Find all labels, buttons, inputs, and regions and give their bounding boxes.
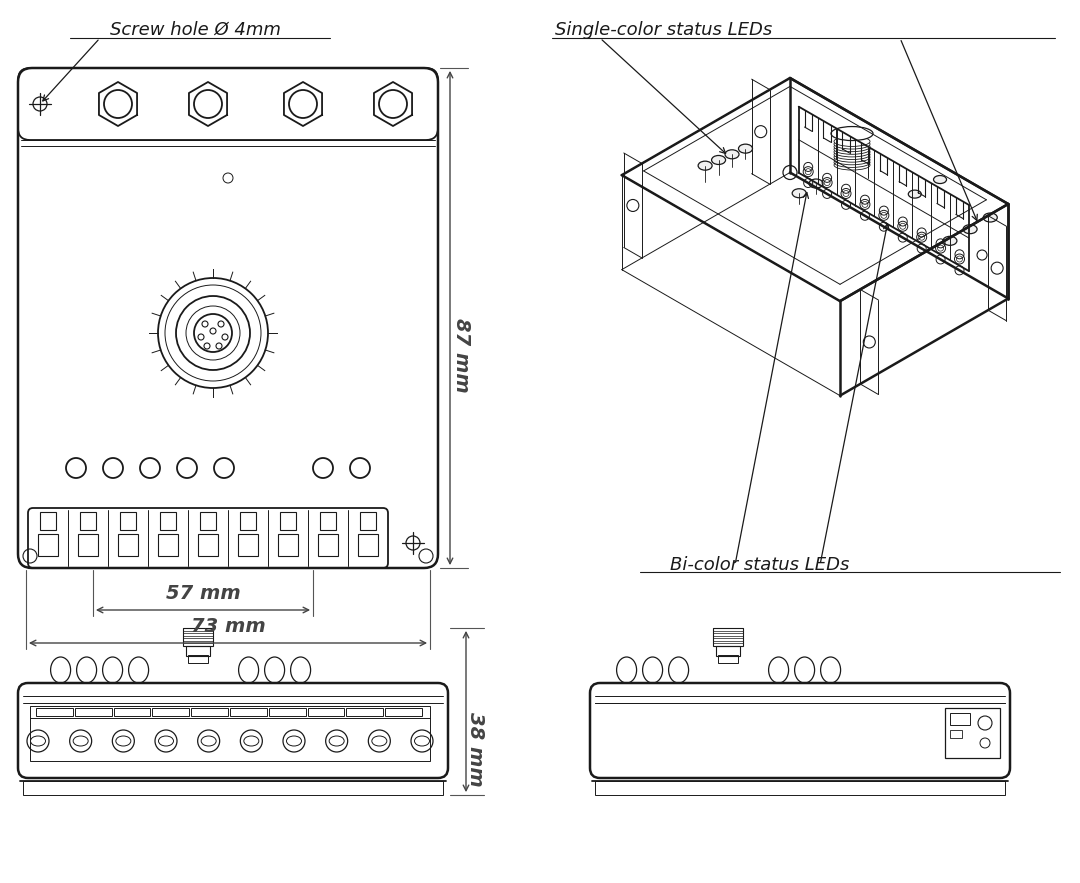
Ellipse shape (834, 136, 870, 147)
Ellipse shape (739, 144, 753, 153)
Bar (80, 512, 96, 530)
Bar (159, 534, 177, 556)
Bar (269, 708, 306, 716)
Bar (279, 534, 298, 556)
Ellipse shape (963, 224, 977, 234)
Ellipse shape (698, 162, 712, 170)
Bar (36, 708, 72, 716)
Ellipse shape (834, 144, 870, 155)
Text: Bi-color status LEDs: Bi-color status LEDs (671, 556, 850, 574)
Ellipse shape (831, 126, 873, 140)
Ellipse shape (834, 139, 870, 149)
Text: 73 mm: 73 mm (191, 617, 266, 636)
Bar (359, 534, 378, 556)
Text: Single-color status LEDs: Single-color status LEDs (555, 21, 772, 39)
Bar (950, 713, 970, 725)
Bar (39, 534, 57, 556)
Bar (713, 628, 743, 646)
Ellipse shape (908, 190, 921, 198)
Bar (241, 512, 256, 530)
Bar (716, 646, 740, 656)
Ellipse shape (943, 237, 957, 245)
Text: 38 mm: 38 mm (467, 712, 486, 786)
Bar (319, 534, 338, 556)
Bar (199, 534, 217, 556)
Bar (230, 708, 267, 716)
Ellipse shape (712, 155, 726, 164)
Bar (75, 708, 111, 716)
Bar (321, 512, 336, 530)
Ellipse shape (725, 150, 739, 159)
Bar (119, 534, 137, 556)
Bar (281, 512, 296, 530)
Bar (183, 628, 213, 646)
Ellipse shape (809, 179, 823, 188)
Bar (161, 512, 176, 530)
Bar (201, 512, 216, 530)
Bar (595, 781, 1005, 795)
Text: 57 mm: 57 mm (165, 584, 241, 603)
Ellipse shape (834, 152, 870, 162)
Bar (308, 708, 345, 716)
Ellipse shape (933, 176, 946, 184)
Bar (23, 781, 443, 795)
Ellipse shape (834, 149, 870, 160)
Bar (188, 655, 208, 663)
Text: Screw hole Ø 4mm: Screw hole Ø 4mm (109, 21, 281, 39)
Ellipse shape (983, 213, 997, 222)
Bar (945, 708, 1000, 758)
Bar (186, 646, 210, 656)
Bar (152, 708, 189, 716)
Bar (30, 706, 430, 761)
Ellipse shape (834, 141, 870, 152)
Ellipse shape (834, 155, 870, 165)
Bar (718, 655, 738, 663)
Bar (120, 512, 136, 530)
Bar (191, 708, 228, 716)
Bar (361, 512, 376, 530)
Ellipse shape (793, 189, 806, 198)
Bar (347, 708, 383, 716)
Bar (40, 512, 55, 530)
Bar (113, 708, 150, 716)
Bar (950, 730, 962, 738)
Circle shape (783, 165, 797, 179)
Bar (239, 534, 258, 556)
Ellipse shape (834, 147, 870, 157)
Bar (386, 708, 422, 716)
Text: 87 mm: 87 mm (453, 318, 472, 393)
Bar (79, 534, 97, 556)
